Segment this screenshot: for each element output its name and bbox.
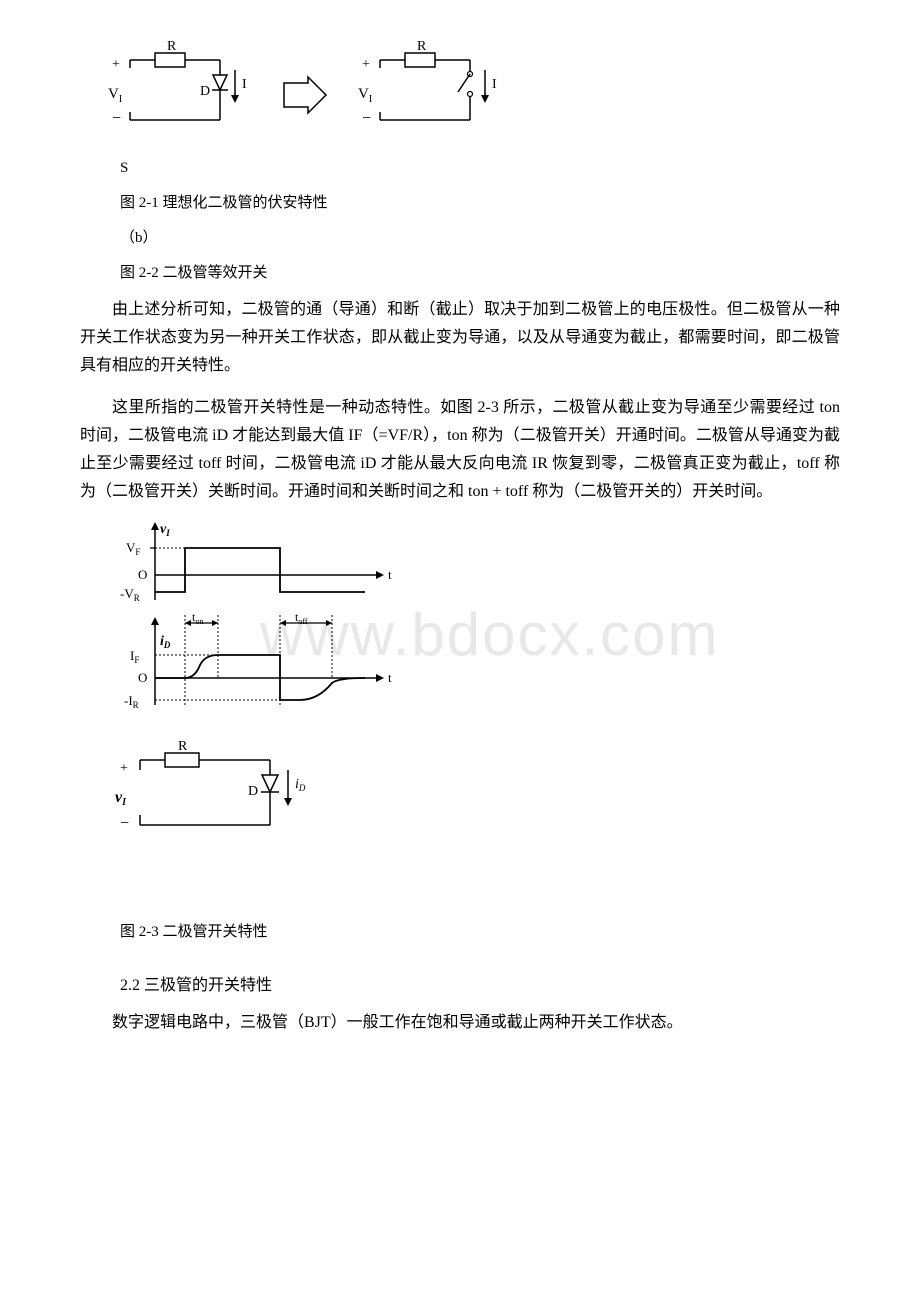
svg-text:O: O bbox=[138, 567, 147, 582]
svg-text:vI: vI bbox=[115, 789, 127, 808]
I-label: I bbox=[242, 77, 247, 92]
svg-text:R: R bbox=[178, 739, 188, 754]
Vi: VI bbox=[358, 86, 372, 105]
para-3: 数字逻辑电路中，三极管（BJT）一般工作在饱和导通或截止两种开关工作状态。 bbox=[80, 1009, 840, 1037]
svg-text:+: + bbox=[120, 761, 128, 776]
fig2-2-arrow bbox=[280, 75, 330, 115]
svg-text:VF: VF bbox=[126, 540, 140, 557]
svg-text:-IR: -IR bbox=[124, 693, 139, 710]
minus: − bbox=[362, 110, 371, 127]
minus: − bbox=[112, 110, 121, 127]
svg-text:t: t bbox=[388, 670, 392, 685]
svg-text:D: D bbox=[248, 784, 258, 799]
svg-text:ton: ton bbox=[192, 610, 203, 626]
svg-text:t: t bbox=[388, 567, 392, 582]
fig2-3: vI t VF O -VR iD t IF O - bbox=[100, 520, 840, 890]
caption-2-3: 图 2-3 二极管开关特性 bbox=[120, 920, 840, 941]
fig2-2-right: R I + VI − bbox=[350, 40, 510, 150]
label-s: S bbox=[120, 160, 840, 177]
I-label: I bbox=[492, 77, 497, 92]
fig2-2-circuits: R D I + VI − R I bbox=[100, 40, 840, 150]
Vi: VI bbox=[108, 86, 122, 105]
section-2-2: 2.2 三极管的开关特性 bbox=[120, 971, 840, 995]
svg-text:iD: iD bbox=[295, 777, 306, 793]
para-2: 这里所指的二极管开关特性是一种动态特性。如图 2-3 所示，二极管从截止变为导通… bbox=[80, 394, 840, 506]
svg-text:O: O bbox=[138, 670, 147, 685]
plus: + bbox=[362, 57, 370, 72]
svg-text:-VR: -VR bbox=[120, 586, 140, 603]
para-1: 由上述分析可知，二极管的通（导通）和断（截止）取决于加到二极管上的电压极性。但二… bbox=[80, 296, 840, 380]
plus: + bbox=[112, 57, 120, 72]
R-label: R bbox=[417, 40, 427, 54]
svg-text:−: − bbox=[120, 815, 129, 832]
svg-text:toff: toff bbox=[295, 610, 308, 626]
svg-text:iD: iD bbox=[160, 634, 171, 650]
caption-2-2: 图 2-2 二极管等效开关 bbox=[120, 261, 840, 282]
D-label: D bbox=[200, 84, 210, 99]
label-b: （b） bbox=[120, 226, 840, 247]
caption-2-1: 图 2-1 理想化二极管的伏安特性 bbox=[120, 191, 840, 212]
svg-text:vI: vI bbox=[160, 522, 170, 538]
fig2-2-left: R D I + VI − bbox=[100, 40, 260, 150]
svg-text:IF: IF bbox=[130, 648, 139, 665]
R-label: R bbox=[167, 40, 177, 54]
